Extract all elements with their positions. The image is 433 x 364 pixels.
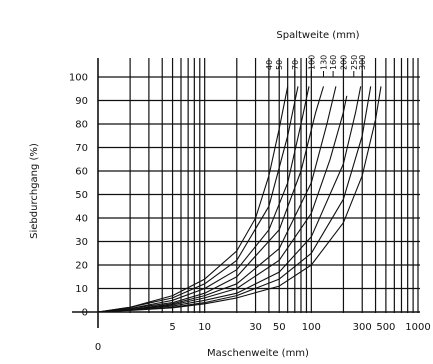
grading-curve-3 [97, 86, 310, 313]
y-axis-title: Siebdurchgang (%) [29, 143, 40, 239]
y-tick-label: 60 [75, 167, 88, 178]
top-tick-label: 40 [265, 60, 274, 70]
top-tick-label: 100 [307, 55, 316, 70]
y-tick-label: 100 [69, 73, 88, 84]
y-tick-label: 10 [75, 284, 88, 295]
top-tick-label: 70 [291, 60, 300, 70]
y-tick-label: 30 [75, 237, 88, 248]
top-tick-label: 200 [339, 55, 348, 70]
y-tick-label: 90 [75, 96, 88, 107]
y-tick-label: 0 [82, 308, 88, 319]
grading-curve-4 [97, 86, 325, 313]
grading-curve-6 [97, 95, 348, 313]
grading-curve-7 [97, 86, 362, 313]
grading-curve-2 [97, 86, 299, 313]
x-tick-label: 100 [302, 322, 321, 333]
x-tick-label: 1000 [405, 322, 430, 333]
y-tick-label: 20 [75, 261, 88, 272]
x-tick-label: 500 [376, 322, 395, 333]
axes [72, 58, 420, 328]
x-tick-label: 0 [95, 342, 101, 353]
top-axis-title: Spaltweite (mm) [276, 30, 359, 41]
series-lines [97, 86, 382, 313]
y-tick-label: 80 [75, 120, 88, 131]
grid [98, 58, 420, 313]
x-tick-label: 5 [169, 322, 175, 333]
top-tick-label: 160 [329, 55, 338, 70]
tick-labels: 40 50 70 100 130 160 200 250 3000102030405060708… [69, 55, 431, 353]
x-axis-title: Maschenweite (mm) [207, 348, 309, 359]
y-tick-label: 70 [75, 143, 88, 154]
top-tick-label: 250 [350, 55, 359, 70]
y-tick-label: 40 [75, 214, 88, 225]
grading-curve-9 [97, 86, 382, 313]
y-tick-label: 50 [75, 190, 88, 201]
x-tick-label: 300 [353, 322, 372, 333]
top-tick-label: 50 [275, 60, 284, 70]
x-tick-label: 10 [198, 322, 211, 333]
top-tick-label: 130 [319, 55, 328, 70]
x-tick-label: 30 [249, 322, 262, 333]
top-tick-label: 300 [358, 55, 367, 70]
x-tick-label: 50 [273, 322, 286, 333]
grading-curve-1 [97, 86, 289, 313]
